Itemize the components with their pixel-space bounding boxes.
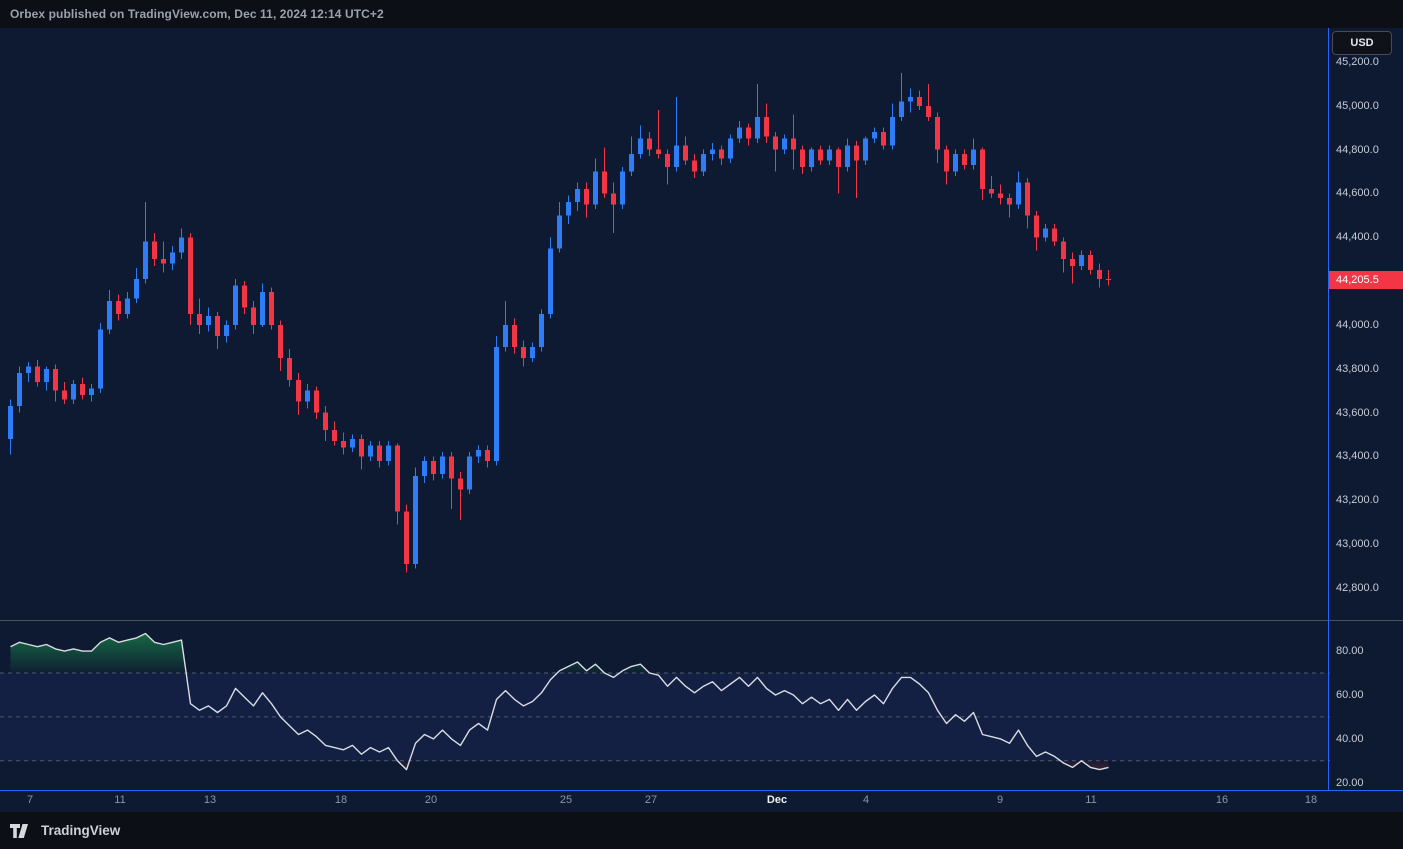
footer-bar: TradingView bbox=[0, 812, 1403, 849]
publication-caption: Orbex published on TradingView.com, Dec … bbox=[10, 7, 384, 21]
price-axis-label: 42,800.0 bbox=[1336, 582, 1379, 594]
price-axis-label: 45,200.0 bbox=[1336, 55, 1379, 68]
tradingview-brand[interactable]: TradingView bbox=[41, 823, 121, 838]
currency-label: USD bbox=[1350, 37, 1374, 49]
currency-button[interactable]: USD bbox=[1332, 31, 1392, 55]
price-axis[interactable]: USD 45,200.0 45,000.0 44,800.0 44,600.0 44,4… bbox=[1329, 28, 1403, 790]
time-axis-label: 16 bbox=[1215, 794, 1229, 806]
price-axis-label: 44,000.0 bbox=[1336, 318, 1379, 331]
chart-header: Orbex published on TradingView.com, Dec … bbox=[0, 0, 1403, 28]
last-price-tag: 44,205.5 bbox=[1329, 270, 1403, 289]
price-axis-label: 43,600.0 bbox=[1336, 406, 1379, 419]
time-axis-label: 25 bbox=[559, 794, 573, 806]
price-axis-label: 45,000.0 bbox=[1336, 99, 1379, 112]
price-axis-border bbox=[1328, 28, 1329, 790]
time-axis-label: 7 bbox=[26, 794, 34, 806]
price-axis-label: 44,600.0 bbox=[1336, 187, 1379, 200]
price-axis-label: 43,800.0 bbox=[1336, 362, 1379, 375]
time-axis-label: 9 bbox=[996, 794, 1004, 806]
tradingview-logo-icon[interactable] bbox=[10, 823, 34, 838]
price-axis-label: 43,000.0 bbox=[1336, 538, 1379, 551]
time-axis-label: 11 bbox=[114, 794, 126, 806]
time-axis-label: Dec bbox=[766, 794, 788, 806]
time-axis-label: 20 bbox=[424, 794, 438, 806]
time-axis-label: 4 bbox=[862, 794, 870, 806]
rsi-line bbox=[10, 632, 1109, 771]
price-axis-label: 43,200.0 bbox=[1336, 494, 1379, 507]
rsi-axis-label: 80.00 bbox=[1336, 645, 1364, 658]
last-price-value: 44,205.5 bbox=[1336, 273, 1379, 286]
time-axis-label: 18 bbox=[334, 794, 348, 806]
time-axis-label: 13 bbox=[203, 794, 217, 806]
time-axis-border bbox=[0, 790, 1403, 791]
time-axis[interactable]: 7 11 13 18 20 25 27 Dec 4 9 11 16 18 bbox=[0, 791, 1330, 812]
rsi-axis-label: 40.00 bbox=[1336, 732, 1364, 745]
price-axis-label: 44,800.0 bbox=[1336, 143, 1379, 156]
time-axis-label: 18 bbox=[1304, 794, 1318, 806]
price-axis-label: 43,400.0 bbox=[1336, 450, 1379, 463]
time-axis-label: 27 bbox=[644, 794, 658, 806]
rsi-pane[interactable] bbox=[0, 621, 1330, 790]
price-axis-label: 44,400.0 bbox=[1336, 231, 1379, 244]
rsi-axis-label: 60.00 bbox=[1336, 688, 1364, 701]
price-pane[interactable] bbox=[0, 28, 1330, 620]
candles bbox=[8, 72, 1111, 573]
pane-divider[interactable] bbox=[0, 620, 1403, 621]
time-axis-label: 11 bbox=[1085, 794, 1097, 806]
rsi-axis-label: 20.00 bbox=[1336, 776, 1364, 789]
rsi-overbought-fill bbox=[10, 633, 1109, 674]
